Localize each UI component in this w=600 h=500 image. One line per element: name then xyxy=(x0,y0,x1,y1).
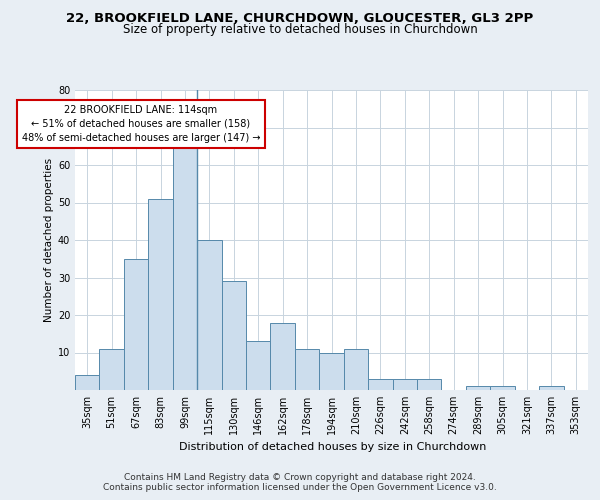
Text: 22 BROOKFIELD LANE: 114sqm
← 51% of detached houses are smaller (158)
48% of sem: 22 BROOKFIELD LANE: 114sqm ← 51% of deta… xyxy=(22,105,260,143)
Bar xyxy=(173,138,197,390)
Bar xyxy=(100,349,124,390)
Bar xyxy=(539,386,563,390)
Bar xyxy=(368,379,392,390)
Bar xyxy=(75,375,100,390)
Bar xyxy=(271,322,295,390)
Bar xyxy=(466,386,490,390)
Bar xyxy=(221,281,246,390)
Bar xyxy=(319,352,344,390)
Bar xyxy=(344,349,368,390)
Text: Contains public sector information licensed under the Open Government Licence v3: Contains public sector information licen… xyxy=(103,482,497,492)
Text: Distribution of detached houses by size in Churchdown: Distribution of detached houses by size … xyxy=(179,442,487,452)
Text: 22, BROOKFIELD LANE, CHURCHDOWN, GLOUCESTER, GL3 2PP: 22, BROOKFIELD LANE, CHURCHDOWN, GLOUCES… xyxy=(67,12,533,26)
Bar xyxy=(417,379,442,390)
Bar xyxy=(295,349,319,390)
Bar xyxy=(490,386,515,390)
Bar xyxy=(197,240,221,390)
Text: Size of property relative to detached houses in Churchdown: Size of property relative to detached ho… xyxy=(122,22,478,36)
Bar xyxy=(246,341,271,390)
Bar xyxy=(124,259,148,390)
Bar xyxy=(148,198,173,390)
Bar xyxy=(392,379,417,390)
Y-axis label: Number of detached properties: Number of detached properties xyxy=(44,158,53,322)
Text: Contains HM Land Registry data © Crown copyright and database right 2024.: Contains HM Land Registry data © Crown c… xyxy=(124,472,476,482)
